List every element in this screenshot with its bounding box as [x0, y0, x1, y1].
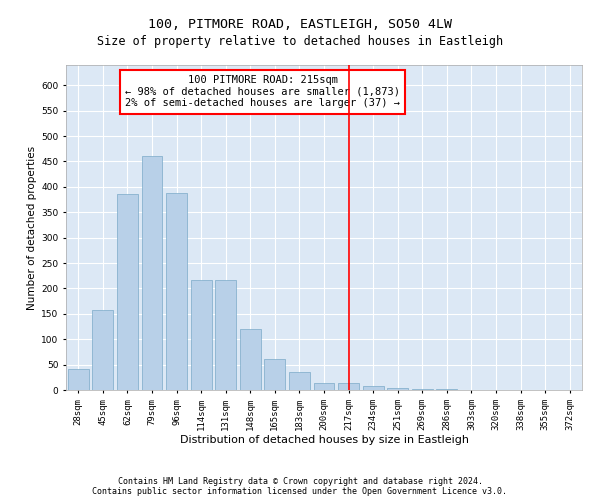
- Text: 100, PITMORE ROAD, EASTLEIGH, SO50 4LW: 100, PITMORE ROAD, EASTLEIGH, SO50 4LW: [148, 18, 452, 30]
- Bar: [92, 310, 113, 390]
- X-axis label: Distribution of detached houses by size in Eastleigh: Distribution of detached houses by size …: [179, 436, 469, 446]
- Bar: [191, 280, 212, 390]
- Bar: [362, 386, 383, 390]
- Bar: [289, 372, 310, 390]
- Bar: [68, 368, 89, 390]
- Bar: [215, 280, 236, 390]
- Bar: [412, 389, 433, 390]
- Bar: [338, 383, 359, 390]
- Text: Size of property relative to detached houses in Eastleigh: Size of property relative to detached ho…: [97, 35, 503, 48]
- Bar: [240, 329, 261, 390]
- Bar: [166, 193, 187, 390]
- Y-axis label: Number of detached properties: Number of detached properties: [27, 146, 37, 310]
- Text: 100 PITMORE ROAD: 215sqm
← 98% of detached houses are smaller (1,873)
2% of semi: 100 PITMORE ROAD: 215sqm ← 98% of detach…: [125, 75, 400, 108]
- Text: Contains public sector information licensed under the Open Government Licence v3: Contains public sector information licen…: [92, 487, 508, 496]
- Bar: [265, 358, 286, 390]
- Bar: [117, 194, 138, 390]
- Bar: [387, 388, 408, 390]
- Text: Contains HM Land Registry data © Crown copyright and database right 2024.: Contains HM Land Registry data © Crown c…: [118, 477, 482, 486]
- Bar: [142, 156, 163, 390]
- Bar: [314, 383, 334, 390]
